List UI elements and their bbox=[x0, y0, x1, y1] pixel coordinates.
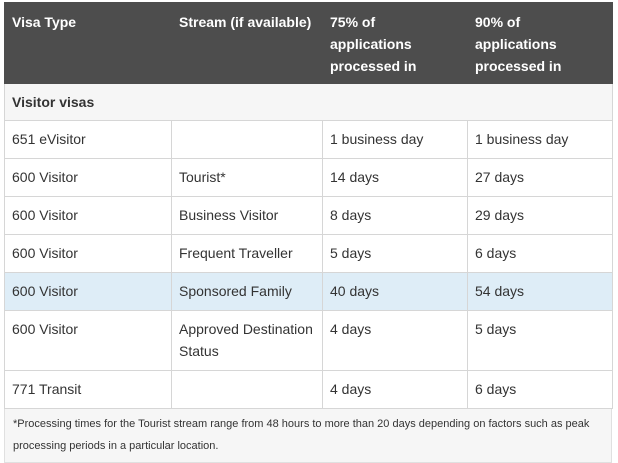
cell-75: 4 days bbox=[322, 370, 468, 409]
cell-stream bbox=[171, 120, 323, 159]
cell-visa: 600 Visitor bbox=[4, 196, 172, 235]
cell-75: 8 days bbox=[322, 196, 468, 235]
cell-visa: 600 Visitor bbox=[4, 272, 172, 311]
cell-90: 6 days bbox=[467, 370, 613, 409]
cell-90: 6 days bbox=[467, 234, 613, 273]
cell-stream: Business Visitor bbox=[171, 196, 323, 235]
section-row-visitor-visas: Visitor visas bbox=[4, 83, 613, 121]
cell-90: 27 days bbox=[467, 158, 613, 197]
cell-75: 40 days bbox=[322, 272, 468, 311]
cell-75: 4 days bbox=[322, 310, 468, 371]
cell-visa: 600 Visitor bbox=[4, 310, 172, 371]
cell-stream: Approved Destination Status bbox=[171, 310, 323, 371]
cell-90: 5 days bbox=[467, 310, 613, 371]
table-row: 600 Visitor Approved Destination Status … bbox=[4, 310, 613, 371]
cell-90: 1 business day bbox=[467, 120, 613, 159]
section-label: Visitor visas bbox=[4, 83, 613, 121]
table-row: 651 eVisitor 1 business day 1 business d… bbox=[4, 120, 613, 159]
cell-75: 1 business day bbox=[322, 120, 468, 159]
cell-90: 29 days bbox=[467, 196, 613, 235]
header-90-percent: 90% of applications processed in bbox=[467, 2, 613, 84]
header-75-percent: 75% of applications processed in bbox=[322, 2, 468, 84]
cell-stream: Frequent Traveller bbox=[171, 234, 323, 273]
table-row: 771 Transit 4 days 6 days bbox=[4, 370, 613, 409]
table-header: Visa Type Stream (if available) 75% of a… bbox=[4, 2, 613, 84]
header-row: Visa Type Stream (if available) 75% of a… bbox=[4, 2, 613, 84]
cell-stream: Sponsored Family bbox=[171, 272, 323, 311]
table-body: Visitor visas 651 eVisitor 1 business da… bbox=[4, 83, 613, 409]
footnote: *Processing times for the Tourist stream… bbox=[4, 409, 612, 463]
table-row-highlighted: 600 Visitor Sponsored Family 40 days 54 … bbox=[4, 272, 613, 311]
processing-times-panel: Visa Type Stream (if available) 75% of a… bbox=[4, 2, 613, 463]
header-stream: Stream (if available) bbox=[171, 2, 323, 84]
cell-visa: 651 eVisitor bbox=[4, 120, 172, 159]
cell-90: 54 days bbox=[467, 272, 613, 311]
cell-visa: 600 Visitor bbox=[4, 158, 172, 197]
cell-stream bbox=[171, 370, 323, 409]
table-row: 600 Visitor Frequent Traveller 5 days 6 … bbox=[4, 234, 613, 273]
cell-visa: 771 Transit bbox=[4, 370, 172, 409]
cell-stream: Tourist* bbox=[171, 158, 323, 197]
table-row: 600 Visitor Tourist* 14 days 27 days bbox=[4, 158, 613, 197]
visa-processing-table: Visa Type Stream (if available) 75% of a… bbox=[4, 2, 613, 409]
header-visa-type: Visa Type bbox=[4, 2, 172, 84]
cell-75: 14 days bbox=[322, 158, 468, 197]
table-row: 600 Visitor Business Visitor 8 days 29 d… bbox=[4, 196, 613, 235]
cell-visa: 600 Visitor bbox=[4, 234, 172, 273]
cell-75: 5 days bbox=[322, 234, 468, 273]
